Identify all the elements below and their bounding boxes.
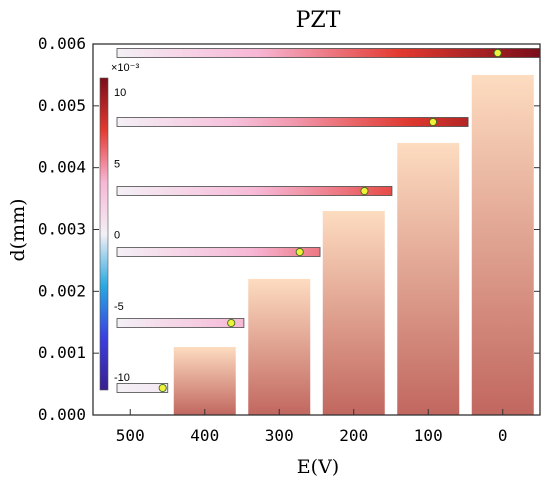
x-tick-label: 300 — [265, 426, 294, 445]
beam-300 — [116, 247, 321, 257]
x-tick-label: 500 — [116, 426, 145, 445]
x-axis-label: E(V) — [297, 456, 339, 478]
probe-point — [360, 186, 369, 196]
chart-title: PZT — [296, 8, 341, 33]
colorbar-tick-label: -10 — [114, 372, 130, 384]
x-tick-label: 0 — [498, 426, 508, 445]
y-tick-label: 0.003 — [38, 220, 86, 239]
beam-500 — [116, 383, 169, 393]
colorbar-tick-label: -5 — [114, 301, 124, 313]
beam-400 — [116, 318, 245, 328]
colorbar: ×10⁻³ 10 5 0 -5 -10 — [99, 62, 139, 391]
x-tick-label: 200 — [339, 426, 368, 445]
y-tick-label: 0.005 — [38, 96, 86, 115]
x-tick-label: 400 — [190, 426, 219, 445]
colorbar-tick-label: 5 — [114, 158, 120, 170]
y-tick-label: 0.001 — [38, 343, 86, 362]
bar-200 — [322, 210, 385, 415]
y-tick-label: 0.002 — [38, 281, 86, 300]
bar-400 — [173, 346, 236, 415]
colorbar-tick-label: 0 — [114, 230, 120, 242]
probe-point — [295, 247, 304, 257]
beam-100 — [116, 117, 469, 127]
y-tick-label: 0.006 — [38, 34, 86, 53]
probe-point — [493, 48, 502, 58]
bar-100 — [397, 142, 460, 415]
y-axis: 0.000 0.001 0.002 0.003 0.004 0.005 0.006 — [38, 34, 540, 424]
x-axis: 500 400 300 200 100 0 — [116, 409, 508, 445]
y-tick-label: 0.000 — [38, 405, 86, 424]
x-tick-label: 100 — [414, 426, 443, 445]
probe-point — [227, 318, 236, 328]
probe-point — [428, 117, 438, 127]
beams-group — [116, 48, 541, 393]
colorbar-multiplier: ×10⁻³ — [111, 62, 139, 74]
colorbar-strip — [99, 77, 109, 391]
bar-300 — [248, 278, 311, 415]
beam-200 — [116, 186, 393, 196]
y-tick-label: 0.004 — [38, 158, 86, 177]
y-axis-label: d(mm) — [7, 198, 29, 261]
beam-0 — [116, 48, 541, 58]
probe-point — [158, 383, 167, 393]
colorbar-tick-label: 10 — [114, 87, 126, 99]
bars-group — [173, 74, 534, 416]
bar-0 — [471, 74, 534, 416]
